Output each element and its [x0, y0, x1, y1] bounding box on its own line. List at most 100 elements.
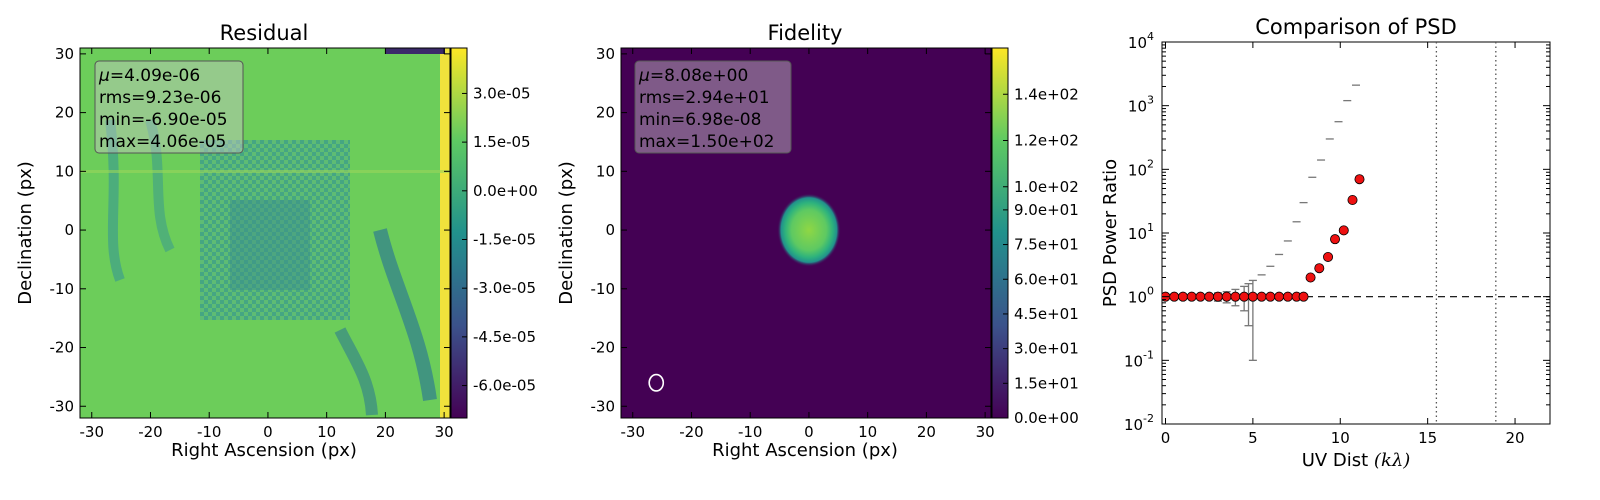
- residual-title: Residual: [220, 21, 309, 45]
- psd-point: [1239, 291, 1250, 302]
- y-tick-label: -10: [591, 280, 616, 298]
- x-tick-label: -30: [620, 423, 645, 441]
- colorbar-tick-label: -4.5e-05: [473, 328, 536, 346]
- colorbar-tick-label: 1.2e+02: [1014, 132, 1079, 150]
- fidelity-xlabel: Right Ascension (px): [712, 440, 898, 461]
- residual-colorbar: [450, 47, 468, 419]
- residual-xlabel: Right Ascension (px): [171, 440, 357, 461]
- residual-panel: Residual μ=4.09e-06 rms=9.23e-06 min=-6.…: [15, 21, 538, 461]
- psd-ylabel: PSD Power Ratio: [1100, 159, 1121, 307]
- fidelity-source: [777, 193, 841, 267]
- fidelity-axes: -30 -20 -10 0 10 20 30 30 20 10 0 -10 -20 -30: [591, 45, 995, 441]
- psd-x-tick-label: 5: [1248, 429, 1258, 447]
- x-tick-label: 30: [435, 423, 454, 441]
- psd-y-tick-label: 101: [1128, 221, 1154, 243]
- psd-point: [1265, 291, 1276, 302]
- psd-title: Comparison of PSD: [1255, 15, 1457, 39]
- colorbar-tick-label: 9.0e+01: [1014, 201, 1079, 219]
- fidelity-stats-box: [634, 60, 792, 154]
- psd-panel: Comparison of PSD 0 5 10 15 20 104 103 102 101 10…: [1100, 15, 1551, 471]
- residual-stat-rms: rms=9.23e-06: [99, 88, 221, 108]
- y-tick-label: -20: [591, 339, 616, 357]
- residual-heatmap: [80, 48, 450, 418]
- residual-ylabel: Declination (px): [15, 161, 36, 305]
- psd-point: [1305, 272, 1316, 283]
- psd-point: [1354, 174, 1365, 185]
- psd-point: [1256, 291, 1267, 302]
- psd-point: [1314, 263, 1325, 274]
- psd-point: [1274, 291, 1285, 302]
- psd-point: [1221, 291, 1232, 302]
- psd-point: [1212, 291, 1223, 302]
- colorbar-tick-label: 6.0e+01: [1014, 270, 1079, 288]
- psd-y-tick-label: 104: [1128, 30, 1154, 52]
- y-tick-label: -20: [50, 339, 75, 357]
- colorbar-tick-label: 0.0e+00: [1014, 409, 1079, 427]
- psd-x-tick-label: 15: [1418, 429, 1437, 447]
- y-tick-label: -10: [50, 280, 75, 298]
- colorbar-tick-label: 1.4e+02: [1014, 85, 1079, 103]
- fidelity-heatmap: [621, 48, 991, 418]
- residual-stat-max: max=4.06e-05: [99, 132, 226, 152]
- fidelity-ylabel: Declination (px): [556, 161, 577, 305]
- psd-axes: 0 5 10 15 20 104 103 102 101 100 10-1 10-2: [1124, 30, 1550, 447]
- fidelity-stat-rms: rms=2.94e+01: [639, 88, 770, 108]
- x-tick-label: 0: [263, 423, 273, 441]
- x-tick-label: -10: [738, 423, 763, 441]
- residual-axes: -30 -20 -10 0 10 20 30 30 20 10 0 -10 -20 -30: [50, 45, 454, 441]
- y-tick-label: -30: [50, 397, 75, 415]
- y-tick-label: 10: [596, 162, 615, 180]
- x-tick-label: 0: [804, 423, 814, 441]
- y-tick-label: 20: [55, 104, 74, 122]
- psd-point: [1230, 291, 1241, 302]
- psd-point: [1186, 291, 1197, 302]
- y-tick-label: 20: [596, 104, 615, 122]
- colorbar-tick-label: 3.0e+01: [1014, 340, 1079, 358]
- psd-y-tick-label: 100: [1128, 285, 1154, 307]
- psd-point: [1169, 291, 1180, 302]
- psd-y-tick-label: 10-1: [1124, 348, 1154, 370]
- colorbar-tick-label: 7.5e+01: [1014, 236, 1079, 254]
- colorbar-tick-label: -6.0e-05: [473, 377, 536, 395]
- psd-y-tick-label: 102: [1128, 157, 1154, 179]
- psd-point: [1330, 234, 1341, 245]
- psd-point: [1177, 291, 1188, 302]
- psd-point: [1338, 225, 1349, 236]
- x-tick-label: -20: [679, 423, 704, 441]
- psd-plot-area: [1161, 41, 1551, 425]
- x-tick-label: -30: [79, 423, 104, 441]
- psd-point: [1204, 291, 1215, 302]
- colorbar-tick-label: 1.0e+02: [1014, 178, 1079, 196]
- y-tick-label: 0: [64, 221, 74, 239]
- psd-x-tick-label: 20: [1505, 429, 1524, 447]
- x-tick-label: 30: [976, 423, 995, 441]
- fidelity-beam: [648, 373, 665, 392]
- psd-point: [1247, 291, 1258, 302]
- residual-stat-mu: μ=4.09e-06: [98, 66, 200, 86]
- psd-xlabel: UV Dist (kλ): [1302, 450, 1411, 471]
- y-tick-label: 30: [596, 45, 615, 63]
- colorbar-tick-label: 1.5e-05: [473, 133, 531, 151]
- fidelity-stat-min: min=6.98e-08: [639, 110, 761, 130]
- psd-y-tick-label: 10-2: [1124, 412, 1154, 434]
- fidelity-stat-max: max=1.50e+02: [639, 132, 774, 152]
- psd-point: [1195, 291, 1206, 302]
- psd-point: [1323, 251, 1334, 262]
- colorbar-tick-label: 4.5e+01: [1014, 305, 1079, 323]
- x-tick-label: 20: [917, 423, 936, 441]
- fidelity-stat-mu: μ=8.08e+00: [638, 66, 748, 86]
- y-tick-label: 0: [605, 221, 615, 239]
- x-tick-label: -10: [197, 423, 222, 441]
- y-tick-label: -30: [591, 397, 616, 415]
- y-tick-label: 10: [55, 162, 74, 180]
- colorbar-tick-label: -3.0e-05: [473, 279, 536, 297]
- x-tick-label: 10: [858, 423, 877, 441]
- colorbar-tick-label: 3.0e-05: [473, 84, 531, 102]
- fidelity-panel: Fidelity μ=8.08e+00 rms=2.94e+01 min=6.9…: [556, 21, 1079, 461]
- residual-stat-min: min=-6.90e-05: [99, 110, 228, 130]
- fidelity-colorbar: [991, 47, 1009, 419]
- psd-x-tick-label: 0: [1161, 429, 1171, 447]
- psd-marks: [1162, 42, 1550, 424]
- colorbar-tick-label: -1.5e-05: [473, 230, 536, 248]
